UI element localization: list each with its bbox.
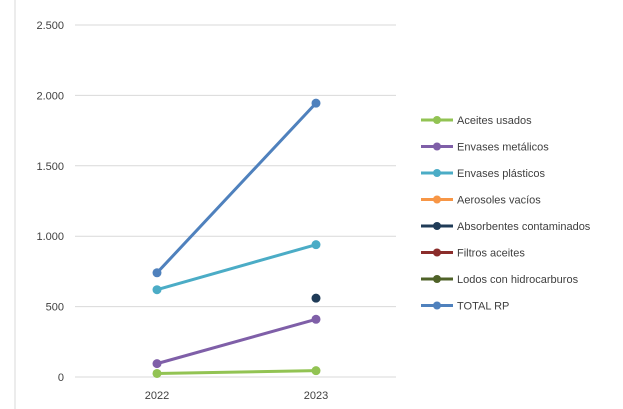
- data-point: [311, 98, 321, 108]
- legend-entry: Absorbentes contaminados: [421, 221, 591, 233]
- legend-label: Absorbentes contaminados: [457, 221, 591, 233]
- legend-label: Aerosoles vacíos: [457, 195, 541, 207]
- y-tick-label: 2.500: [36, 20, 64, 32]
- legend-swatch-marker: [433, 248, 441, 257]
- legend-swatch-marker: [433, 169, 441, 177]
- y-tick-labels: 0 500 1.000 1.500 2.000 2.500: [36, 20, 64, 384]
- data-point: [311, 240, 321, 250]
- legend-label: Envases metálicos: [457, 142, 549, 154]
- legend-entry: Aceites usados: [421, 115, 532, 127]
- data-point: [311, 293, 321, 303]
- legend-swatch-marker: [433, 222, 441, 230]
- legend-label: Aceites usados: [457, 115, 532, 127]
- data-point: [152, 268, 162, 278]
- legend-entry: Aerosoles vacíos: [421, 195, 541, 207]
- legend-entry: Filtros aceites: [421, 248, 525, 260]
- series-line: [155, 369, 318, 375]
- legend-swatch-marker: [433, 301, 441, 310]
- legend-label: Envases plásticos: [457, 168, 546, 180]
- legend: Aceites usados Envases metálicos Envases p…: [421, 115, 591, 313]
- data-point: [311, 314, 321, 324]
- x-tick-labels: 2022 2023: [145, 390, 328, 402]
- x-tick-label: 2023: [304, 390, 328, 402]
- legend-entry: Lodos con hidrocarburos: [421, 274, 579, 286]
- legend-swatch-marker: [433, 142, 441, 151]
- legend-label: Lodos con hidrocarburos: [457, 274, 579, 286]
- y-tick-label: 1.500: [36, 161, 64, 173]
- series-lines: [152, 98, 321, 378]
- x-tick-label: 2022: [145, 390, 169, 402]
- legend-entry: Envases metálicos: [421, 142, 549, 154]
- gridlines: [75, 24, 396, 378]
- series-line: [155, 317, 318, 366]
- legend-entry: TOTAL RP: [421, 301, 509, 313]
- legend-swatch-marker: [433, 116, 441, 124]
- series-line: [155, 243, 318, 292]
- y-tick-label: 2.000: [36, 90, 64, 102]
- legend-swatch-marker: [433, 195, 441, 204]
- legend-swatch-marker: [433, 275, 441, 283]
- legend-label: Filtros aceites: [457, 248, 525, 260]
- legend-entry: Envases plásticos: [421, 168, 546, 180]
- y-tick-label: 500: [46, 302, 64, 314]
- legend-label: TOTAL RP: [457, 301, 509, 313]
- y-tick-label: 1.000: [36, 231, 64, 243]
- y-tick-label: 0: [58, 372, 64, 384]
- series-line: [155, 101, 318, 275]
- data-point: [152, 368, 162, 378]
- data-point: [152, 359, 162, 369]
- data-point: [152, 285, 162, 295]
- data-point: [311, 366, 321, 376]
